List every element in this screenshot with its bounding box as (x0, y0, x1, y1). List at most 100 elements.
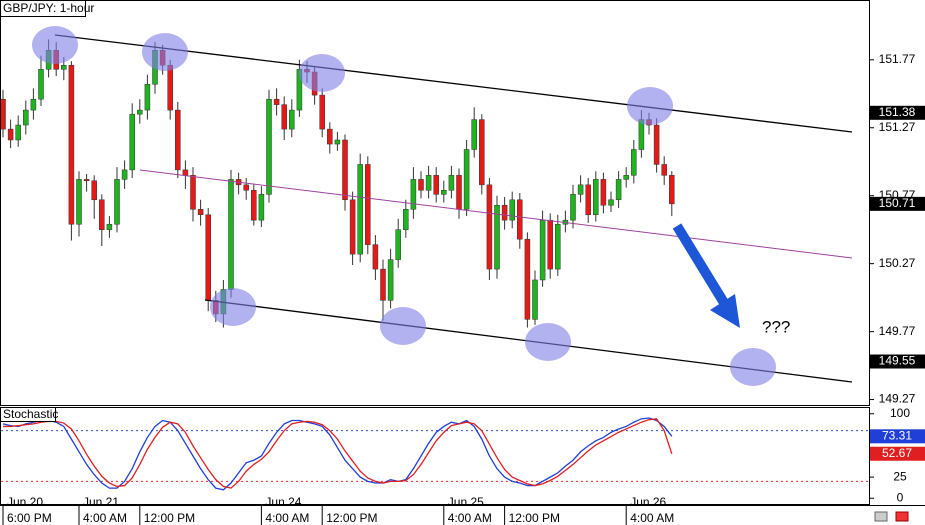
circle (380, 307, 426, 345)
candle-body (175, 109, 181, 171)
frames (0, 0, 925, 506)
candle-body (631, 149, 637, 176)
candle-body (661, 164, 667, 176)
candle-body (509, 199, 515, 221)
candle-body (615, 179, 622, 201)
scroll-button[interactable] (874, 511, 888, 522)
arrow-shaft (672, 223, 731, 309)
channel-mid (139, 169, 853, 259)
candle-body (15, 124, 21, 141)
candle-body (418, 179, 424, 191)
annotation: ??? (762, 317, 790, 336)
candle-body (669, 175, 675, 205)
candle-body (653, 124, 660, 165)
candle-body (593, 179, 599, 215)
y-tick-label: 0 (897, 490, 904, 504)
candle-body (608, 199, 614, 206)
x-tick-label: 12:00 PM (509, 511, 560, 525)
candle-body (167, 64, 173, 111)
candle-body (327, 128, 333, 145)
candle-body (99, 199, 105, 230)
candle-body (463, 149, 470, 210)
candle-body (623, 175, 629, 180)
x-tick-label: 12:00 PM (144, 511, 195, 525)
stoch-title-box (0, 407, 56, 422)
x-tick-label: 4:00 AM (448, 511, 492, 525)
value-label: 73.31 (882, 428, 912, 442)
candle-body (289, 109, 295, 130)
touch-circles (32, 26, 776, 386)
value-box (870, 429, 925, 444)
y-tick-label: 151.77 (879, 52, 916, 66)
candle-body (479, 119, 485, 186)
price-marker-box (870, 196, 925, 211)
plot-marks (0, 39, 870, 491)
candle-body (334, 139, 341, 145)
close-button[interactable] (895, 511, 909, 522)
candle-body (372, 244, 379, 270)
candle-body (205, 214, 211, 301)
price-panel-frame (0, 0, 870, 406)
candle-body (61, 64, 67, 70)
candle-body (106, 223, 113, 230)
candle-body (539, 219, 546, 281)
candle-body (7, 128, 14, 141)
x-date-label: Jun 25 (448, 495, 484, 509)
y-tick-label: 150.27 (879, 256, 916, 270)
stoch-line (3, 418, 673, 489)
circle (299, 54, 345, 92)
candle-body (228, 179, 234, 290)
candle-body (258, 194, 265, 221)
y-tick-label: 151.27 (879, 120, 916, 134)
y-tick-label: 25 (893, 469, 907, 483)
value-box (870, 446, 925, 461)
stoch-title: Stochastic (3, 407, 58, 421)
candle-body (600, 179, 607, 206)
x-tick-label: 6:00 PM (7, 511, 52, 525)
candle-body (403, 209, 409, 230)
candle-body (76, 179, 82, 225)
candle-body (296, 69, 303, 111)
circle (32, 26, 78, 64)
candle-body (273, 98, 280, 105)
candle-body (251, 190, 257, 221)
candle-body (441, 190, 447, 195)
candle-body (532, 279, 538, 320)
circle (627, 87, 673, 125)
circle (210, 288, 256, 326)
candle-body (524, 238, 531, 320)
candle-body (190, 175, 196, 210)
price-marker-label: 149.55 (879, 354, 916, 368)
candle-body (281, 104, 287, 130)
y-tick-label: 100 (890, 406, 910, 420)
candle-body (83, 179, 90, 182)
candle-body (555, 223, 561, 270)
candle-body (266, 98, 272, 195)
candle-body (365, 164, 371, 245)
price-marker-label: 150.71 (879, 196, 916, 210)
x-date-label: Jun 21 (83, 495, 119, 509)
price-marker-label: 151.38 (879, 105, 916, 119)
stoch-panel-frame (0, 407, 870, 505)
chart-title: GBP/JPY: 1-hour (3, 1, 94, 15)
candle-body (68, 64, 75, 225)
candle-body (577, 184, 584, 195)
candle-body (243, 184, 249, 191)
candle-body (91, 180, 97, 201)
x-date-label: Jun 20 (7, 495, 43, 509)
price-marker-box (870, 354, 925, 369)
candle-body (501, 204, 508, 221)
candle-body (395, 229, 401, 260)
circle (730, 348, 776, 386)
x-tick-label: 4:00 AM (83, 511, 127, 525)
candle-body (342, 139, 348, 201)
candle-body (129, 113, 135, 171)
candle-body (547, 219, 553, 270)
annotations: ??? (32, 26, 853, 386)
candle-body (0, 98, 6, 130)
candle-body (121, 169, 128, 180)
candle-body (38, 69, 44, 100)
candle-body (425, 175, 432, 191)
y-tick-label: 149.27 (879, 392, 916, 406)
